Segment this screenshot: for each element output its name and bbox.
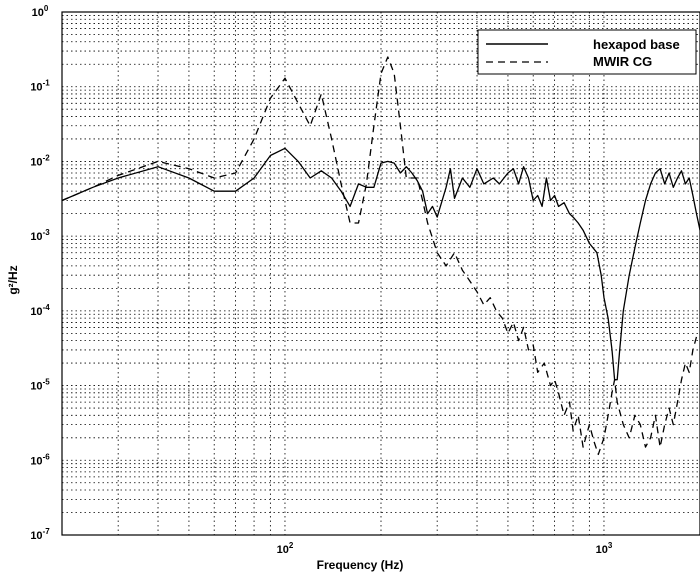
legend-label-hexapod-base: hexapod base <box>593 37 680 52</box>
y-tick-label: 100 <box>32 4 49 19</box>
y-tick-label: 10-7 <box>30 527 50 542</box>
series-line-mwir-cg <box>61 56 700 456</box>
plot-frame <box>61 11 700 536</box>
x-tick-label: 103 <box>596 541 613 556</box>
series-lines <box>61 56 700 456</box>
series-line-hexapod-base <box>61 147 700 381</box>
y-tick-label: 10-1 <box>30 79 50 94</box>
legend: hexapod base MWIR CG <box>477 29 697 75</box>
tick-labels: 100 10-1 10-2 10-3 10-4 10-5 10-6 10-7 102 103 <box>30 4 613 556</box>
y-tick-label: 10-4 <box>30 303 50 318</box>
y-tick-label: 10-2 <box>30 153 50 168</box>
y-tick-label: 10-6 <box>30 452 50 467</box>
legend-label-mwir-cg: MWIR CG <box>593 54 652 69</box>
y-tick-label: 10-3 <box>30 228 50 243</box>
x-tick-label: 102 <box>277 541 294 556</box>
grid-lines <box>62 12 700 536</box>
y-tick-label: 10-5 <box>30 378 50 393</box>
legend-box <box>477 29 697 75</box>
x-axis-label: Frequency (Hz) <box>317 558 404 572</box>
y-axis-label: g²/Hz <box>6 265 20 294</box>
